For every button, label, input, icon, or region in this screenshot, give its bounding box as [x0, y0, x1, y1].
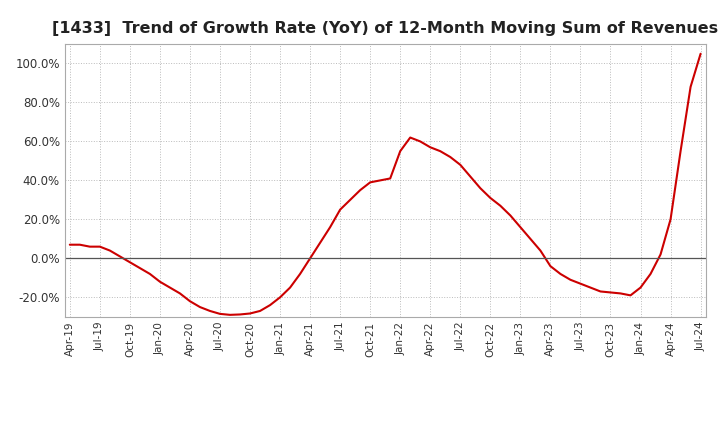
Title: [1433]  Trend of Growth Rate (YoY) of 12-Month Moving Sum of Revenues: [1433] Trend of Growth Rate (YoY) of 12-… [52, 21, 719, 36]
